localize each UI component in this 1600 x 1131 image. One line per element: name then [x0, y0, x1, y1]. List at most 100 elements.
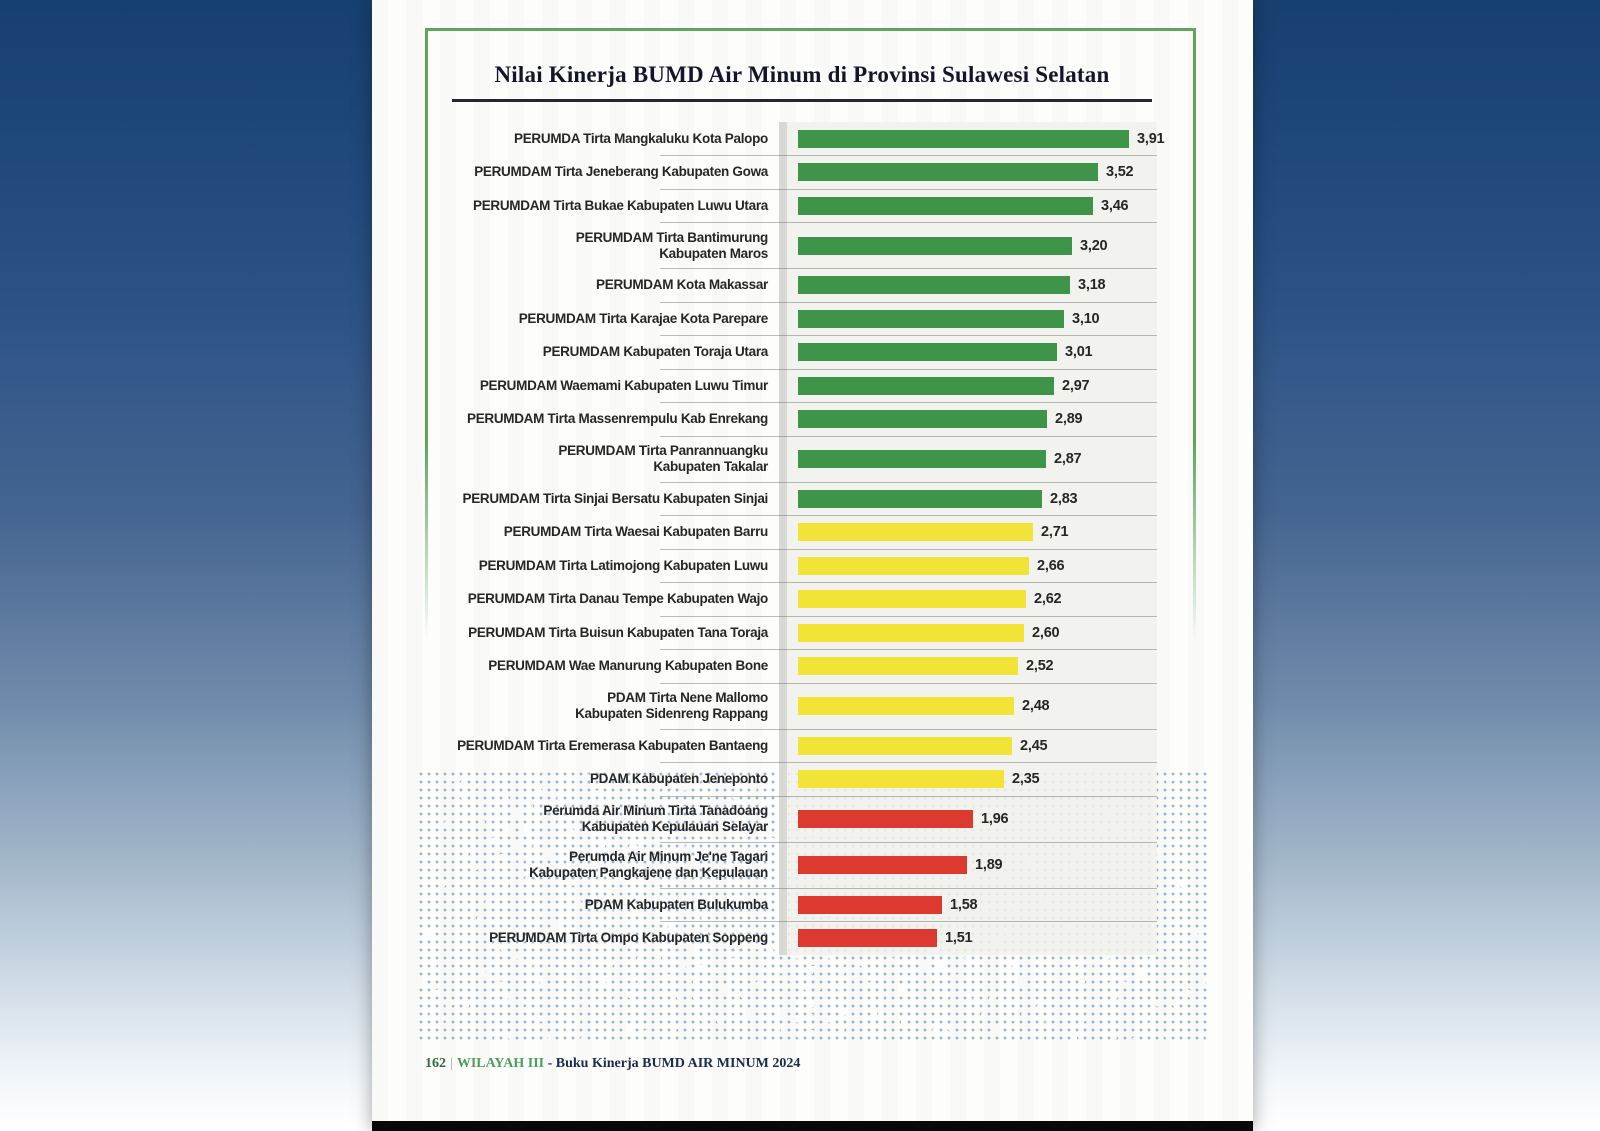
footer-section-label: WILAYAH III — [456, 1056, 545, 1071]
bar-value: 1,89 — [975, 857, 1003, 873]
bar — [798, 856, 967, 874]
bar-value: 2,48 — [1022, 698, 1050, 714]
bar-track: 3,46 — [779, 196, 1253, 215]
bar-track: 2,48 — [779, 697, 1253, 715]
bar-row: PERUMDAM Tirta Ompo Kabupaten Soppeng 1,… — [372, 922, 1253, 956]
bar-row: PERUMDAM Tirta Bukae Kabupaten Luwu Utar… — [372, 189, 1253, 223]
bar-value: 2,97 — [1062, 377, 1090, 394]
bar-value: 2,45 — [1020, 737, 1048, 754]
bar — [798, 276, 1070, 295]
bar-row: PERUMDA Tirta Mangkaluku Kota Palopo 3,9… — [372, 122, 1253, 156]
bar-value: 2,83 — [1050, 490, 1078, 507]
bar-label: PERUMDAM Tirta Buisun Kabupaten Tana Tor… — [468, 624, 768, 640]
bar-track: 2,52 — [779, 657, 1253, 676]
bar — [798, 895, 942, 914]
page-number: 162 — [425, 1056, 446, 1071]
bar — [798, 196, 1093, 215]
bar-track: 2,62 — [779, 590, 1253, 609]
bar-value: 2,35 — [1012, 771, 1040, 788]
bar-track: 3,20 — [779, 236, 1253, 255]
bar-track: 2,97 — [779, 376, 1253, 395]
footer-separator: | — [450, 1056, 453, 1071]
bar — [798, 376, 1054, 395]
bar — [798, 236, 1072, 255]
bar-value: 2,89 — [1055, 411, 1083, 428]
bar-value: 3,52 — [1106, 164, 1134, 181]
bar — [798, 810, 973, 828]
bar-value: 3,20 — [1080, 237, 1108, 254]
bar-label: PDAM Tirta Nene Mallomo Kabupaten Sidenr… — [575, 690, 768, 721]
bar-value: 2,52 — [1026, 658, 1054, 675]
bar-row: PERUMDAM Tirta Waesai Kabupaten Barru 2,… — [372, 516, 1253, 549]
bar-row: PDAM Kabupaten Jeneponto 2,35 — [372, 763, 1253, 796]
bar-track: 2,71 — [779, 523, 1253, 542]
bar-track: 2,66 — [779, 556, 1253, 575]
bar-value: 1,58 — [950, 896, 978, 913]
bar-track: 2,89 — [779, 410, 1253, 429]
bar-row: PERUMDAM Waemami Kabupaten Luwu Timur 2,… — [372, 369, 1253, 403]
bar-value: 1,51 — [945, 930, 973, 947]
bar-value: 3,10 — [1072, 310, 1100, 327]
bar-row: PERUMDAM Tirta Sinjai Bersatu Kabupaten … — [372, 482, 1253, 516]
bar-row: PERUMDAM Tirta Massenrempulu Kab Enrekan… — [372, 403, 1253, 436]
bar-value: 2,71 — [1041, 524, 1069, 541]
bar-label: PERUMDAM Tirta Karajae Kota Parepare — [518, 310, 769, 326]
bar-track: 2,35 — [779, 770, 1253, 789]
bar-row: PERUMDAM Tirta Panrannuangku Kabupaten T… — [372, 436, 1253, 483]
bar — [798, 657, 1018, 676]
bar — [798, 163, 1098, 182]
bar — [798, 929, 937, 948]
bar-label: PERUMDAM Tirta Sinjai Bersatu Kabupaten … — [462, 490, 768, 506]
bar — [798, 523, 1033, 542]
bar-track: 2,45 — [779, 736, 1253, 755]
bar-track: 2,60 — [779, 623, 1253, 642]
bar-label: PERUMDAM Tirta Ompo Kabupaten Soppeng — [489, 930, 768, 946]
bar-label: PERUMDAM Tirta Massenrempulu Kab Enrekan… — [466, 411, 768, 427]
bar-value: 2,60 — [1032, 624, 1060, 641]
bar-row: PERUMDAM Wae Manurung Kabupaten Bone 2,5… — [372, 650, 1253, 683]
bar-label: PERUMDAM Wae Manurung Kabupaten Bone — [488, 658, 768, 674]
bar — [798, 770, 1004, 789]
bar-row: PERUMDAM Tirta Latimojong Kabupaten Luwu… — [372, 549, 1253, 583]
bar-label: PERUMDAM Tirta Jeneberang Kabupaten Gowa — [474, 164, 768, 180]
bar-track: 3,01 — [779, 343, 1253, 362]
bar-row: PERUMDAM Kabupaten Toraja Utara 3,01 — [372, 336, 1253, 369]
bar-track: 1,96 — [779, 810, 1253, 828]
bar — [798, 697, 1014, 715]
bar-track: 1,58 — [779, 895, 1253, 914]
report-page: Nilai Kinerja BUMD Air Minum di Provinsi… — [372, 0, 1253, 1131]
bar — [798, 623, 1024, 642]
bar-track: 3,52 — [779, 163, 1253, 182]
bar-label: PERUMDAM Tirta Latimojong Kabupaten Luwu — [478, 557, 769, 573]
page-bottom-edge-bar — [372, 1121, 1253, 1131]
bar — [798, 309, 1064, 328]
chart-title: Nilai Kinerja BUMD Air Minum di Provinsi… — [494, 62, 1110, 87]
bar — [798, 410, 1047, 429]
bar — [798, 590, 1026, 609]
bar-value: 2,62 — [1034, 591, 1062, 608]
category-axis-line — [779, 122, 787, 955]
bar-value: 2,87 — [1054, 451, 1082, 467]
bar-value: 1,96 — [981, 811, 1009, 827]
bar-label: PERUMDAM Tirta Bantimurung Kabupaten Mar… — [575, 229, 769, 261]
footer-book-title: - Buku Kinerja BUMD AIR MINUM 2024 — [547, 1056, 801, 1071]
bar-track: 3,91 — [779, 129, 1253, 148]
bar-label: PERUMDAM Waemami Kabupaten Luwu Timur — [479, 377, 768, 393]
bar-value: 3,01 — [1065, 344, 1093, 361]
bar-row: PERUMDAM Tirta Bantimurung Kabupaten Mar… — [372, 223, 1253, 269]
bar-row: PERUMDAM Tirta Danau Tempe Kabupaten Waj… — [372, 583, 1253, 616]
bar — [798, 450, 1046, 468]
chart-title-block: Nilai Kinerja BUMD Air Minum di Provinsi… — [452, 62, 1152, 102]
bar-value: 2,66 — [1037, 557, 1065, 574]
bar-track: 3,18 — [779, 276, 1253, 295]
bar-label: Perumda Air Minum Je'ne Tagari Kabupaten… — [529, 849, 768, 880]
bar-label: PERUMDAM Kota Makassar — [596, 277, 768, 293]
bar-label: PERUMDAM Tirta Eremerasa Kabupaten Banta… — [457, 737, 768, 753]
bar — [798, 489, 1042, 508]
bar-label: PERUMDA Tirta Mangkaluku Kota Palopo — [514, 130, 768, 146]
bar-row: PDAM Kabupaten Bulukumba 1,58 — [372, 888, 1253, 922]
bar — [798, 343, 1057, 362]
page-footer: 162 | WILAYAH III - Buku Kinerja BUMD AIR … — [425, 1056, 800, 1072]
bar-row: PERUMDAM Tirta Eremerasa Kabupaten Banta… — [372, 729, 1253, 763]
